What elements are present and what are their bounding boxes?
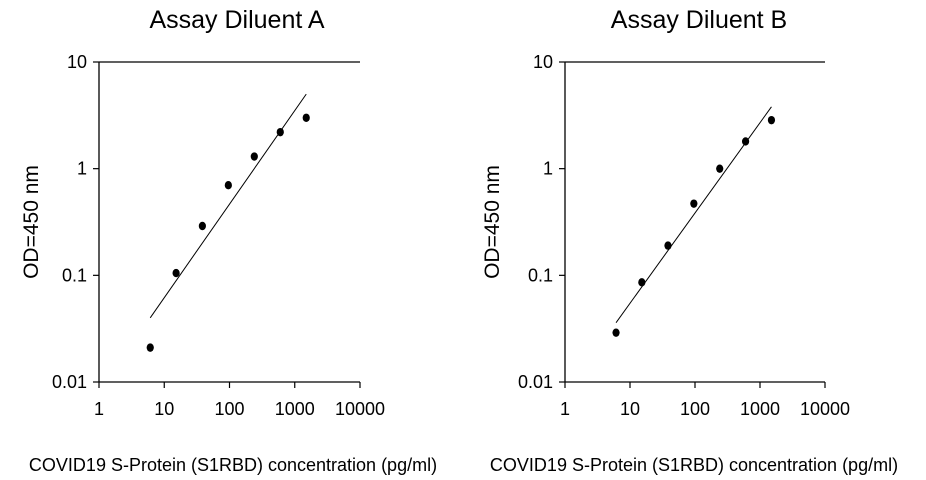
data-point [302,113,310,122]
data-point [767,115,776,125]
chart-title: Assay Diluent B [611,6,787,34]
x-tick-label: 10000 [335,399,385,419]
data-point [741,137,750,146]
data-point [146,343,154,352]
x-tick-label: 100 [214,399,244,419]
data-point [664,241,672,250]
x-tick-label: 10 [154,399,174,419]
chart-title: Assay Diluent A [149,6,324,34]
y-tick-label: 1 [77,159,87,179]
x-tick-label: 1 [560,399,570,419]
plot-area: 0.01 0.1 1 10 1 10 100 1000 10000 [52,52,385,419]
data-point [250,152,258,161]
y-tick-label: 0.01 [518,372,553,392]
data-point [612,328,620,337]
data-point [638,278,646,287]
plot-area: 0.01 0.1 1 10 1 10 100 1000 10000 [518,52,850,419]
x-tick-label: 1000 [740,399,780,419]
x-tick-label: 10 [620,399,640,419]
fit-line [149,93,307,319]
chart-panel-b: Assay Diluent B OD=450 nm COVID19 S-Prot… [481,6,898,475]
x-tick-label: 1000 [275,399,315,419]
x-tick-label: 1 [94,399,104,419]
data-point [690,199,698,208]
y-axis-label: OD=450 nm [481,165,504,279]
data-point [224,180,232,190]
x-axis-label: COVID19 S-Protein (S1RBD) concentration … [490,455,898,475]
y-axis-label: OD=450 nm [20,165,43,279]
y-tick-label: 0.1 [62,265,87,285]
x-tick-label: 10000 [800,399,850,419]
data-point [276,127,284,137]
data-point [172,268,180,278]
x-axis-label: COVID19 S-Protein (S1RBD) concentration … [29,455,437,475]
chart-panel-a: Assay Diluent A OD=450 nm COVID19 S-Prot… [20,6,437,475]
y-tick-label: 0.1 [528,265,553,285]
data-point [716,164,724,173]
x-tick-label: 100 [680,399,710,419]
y-tick-label: 1 [543,159,553,179]
y-tick-label: 10 [67,52,87,72]
data-point [198,221,206,231]
y-tick-label: 10 [533,52,553,72]
y-tick-label: 0.01 [52,372,87,392]
